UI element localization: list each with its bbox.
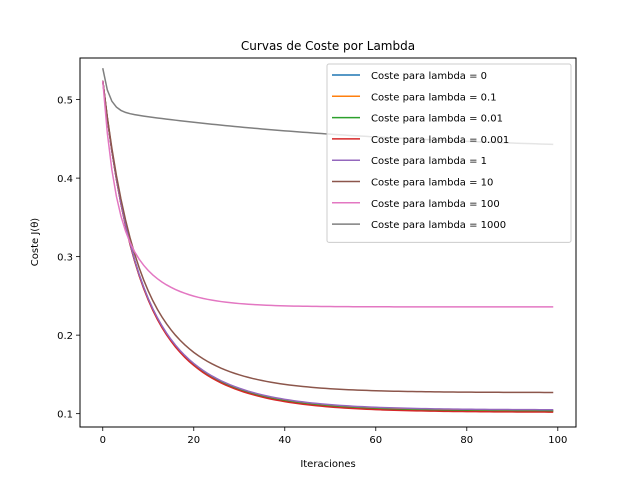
- series-line-4: [102, 80, 554, 411]
- y-tick-label: 0.2: [57, 331, 73, 342]
- x-axis-label: Iteraciones: [300, 459, 355, 470]
- legend-entry: Coste para lambda = 1000: [371, 220, 506, 231]
- legend-entry: Coste para lambda = 10: [371, 178, 493, 189]
- legend-entry: Coste para lambda = 100: [371, 199, 500, 210]
- legend-entry: Coste para lambda = 0: [371, 71, 487, 82]
- series-line-6: [102, 80, 554, 308]
- x-axis: 0 20 40 60 80 100: [100, 427, 567, 446]
- x-tick-label: 20: [187, 435, 200, 446]
- x-tick-label: 40: [278, 435, 291, 446]
- y-tick-label: 0.1: [57, 410, 73, 421]
- series-line-5: [102, 80, 554, 394]
- series-line-3: [102, 80, 554, 413]
- y-tick-label: 0.5: [57, 96, 73, 107]
- x-tick-label: 100: [548, 435, 567, 446]
- legend: Coste para lambda = 0 Coste para lambda =…: [326, 63, 572, 243]
- plot-lines: [102, 68, 554, 413]
- x-tick-label: 0: [100, 435, 106, 446]
- y-tick-label: 0.3: [57, 253, 73, 264]
- legend-entry: Coste para lambda = 0.001: [371, 135, 509, 146]
- legend-entry: Coste para lambda = 0.1: [371, 92, 497, 103]
- plot-frame: [79, 57, 577, 428]
- legend-entry: Coste para lambda = 0.01: [371, 114, 503, 125]
- y-tick-label: 0.4: [57, 174, 73, 185]
- x-tick-label: 80: [460, 435, 473, 446]
- y-axis: 0.1 0.2 0.3 0.4 0.5: [57, 96, 80, 421]
- x-tick-label: 60: [369, 435, 382, 446]
- legend-box: [326, 63, 572, 243]
- y-axis-label: Coste J(θ): [30, 218, 41, 267]
- chart-title: Curvas de Coste por Lambda: [241, 39, 415, 53]
- legend-entry: Coste para lambda = 1: [371, 156, 487, 167]
